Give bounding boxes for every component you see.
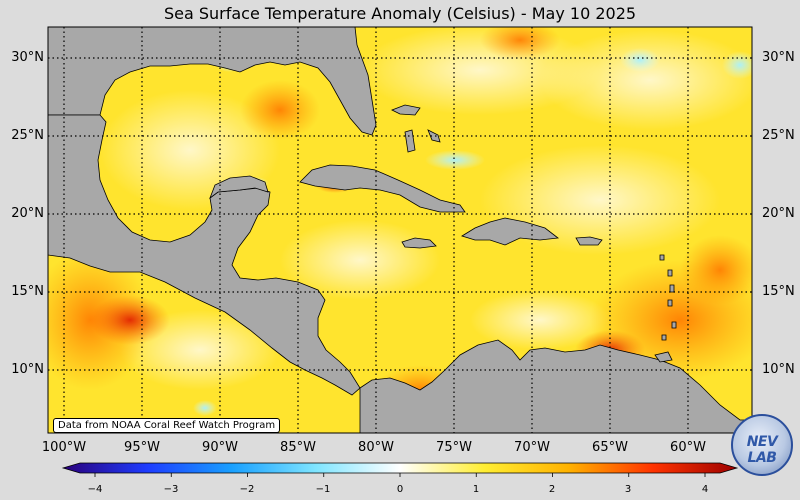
lon-label: 85°W [280, 440, 316, 455]
colorbar-tick-label: 1 [472, 484, 480, 495]
colorbar-tick-label: −1 [315, 484, 331, 495]
land-mexico-central-america [48, 114, 361, 396]
lat-label-right: 15°N [762, 284, 795, 299]
land-bahamas [391, 104, 441, 153]
map-title: Sea Surface Temperature Anomaly (Celsius… [163, 4, 637, 23]
colorbar-tick-label: 2 [548, 484, 556, 495]
lat-label-right: 10°N [762, 362, 795, 377]
lon-label: 70°W [514, 440, 550, 455]
graticule [48, 27, 752, 433]
colorbar-tick-label: 0 [396, 484, 404, 495]
colorbar [61, 462, 739, 477]
land-puerto-rico [575, 236, 603, 246]
colorbar-tick-label: −3 [163, 484, 179, 495]
land-masses [48, 27, 752, 433]
attribution-box: Data from NOAA Coral Reef Watch Program [53, 418, 281, 433]
land-south-america [359, 339, 752, 433]
sst-anomaly-map [47, 26, 753, 434]
lon-label: 100°W [41, 440, 87, 455]
lat-label-right: 30°N [762, 50, 795, 65]
lat-label-left: 20°N [11, 206, 44, 221]
colorbar-bar [61, 462, 739, 474]
logo-text: NEV LAB [746, 434, 778, 466]
land-usa [48, 27, 377, 136]
lat-label-right: 20°N [762, 206, 795, 221]
lat-label-right: 25°N [762, 128, 795, 143]
land-jamaica [401, 237, 437, 249]
lat-label-left: 25°N [11, 128, 44, 143]
nevlab-logo: NEV LAB [731, 414, 793, 476]
colorbar-tick-label: −4 [87, 484, 103, 495]
lon-label: 65°W [592, 440, 628, 455]
lon-label: 95°W [124, 440, 160, 455]
lat-label-left: 15°N [11, 284, 44, 299]
land-hispaniola [461, 217, 560, 246]
lon-label: 75°W [436, 440, 472, 455]
lon-label: 90°W [202, 440, 238, 455]
colorbar-tick-label: 3 [624, 484, 632, 495]
land-trinidad [654, 351, 673, 363]
lon-label: 60°W [670, 440, 706, 455]
colorbar-tick-label: 4 [701, 484, 709, 495]
lon-label: 80°W [358, 440, 394, 455]
lat-label-left: 30°N [11, 50, 44, 65]
colorbar-tick-label: −2 [239, 484, 255, 495]
land-cuba [299, 164, 466, 213]
land-yucatan [209, 175, 269, 200]
lat-label-left: 10°N [11, 362, 44, 377]
map-frame [47, 26, 753, 434]
